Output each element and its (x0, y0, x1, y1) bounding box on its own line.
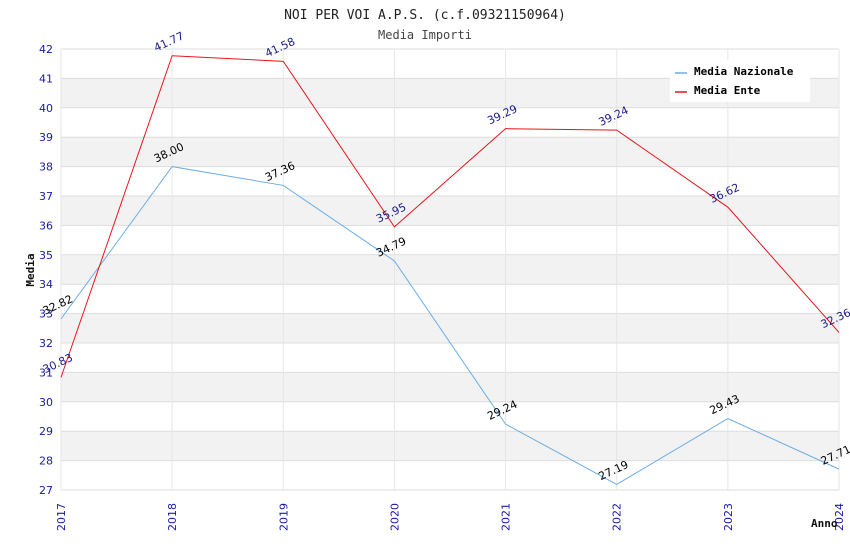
y-axis-label: Media (24, 253, 37, 286)
grid-band (61, 431, 839, 461)
grid-band (61, 137, 839, 167)
y-tick-label: 39 (39, 131, 53, 144)
y-tick-label: 37 (39, 190, 53, 203)
y-tick-label: 31 (39, 366, 53, 379)
y-tick-label: 32 (39, 337, 53, 350)
legend: Media Nazionale Media Ente (670, 60, 810, 102)
x-axis-ticks: 2017 2018 2019 2020 2021 2022 2023 2024 (55, 503, 846, 531)
y-tick-label: 35 (39, 249, 53, 262)
y-tick-label: 38 (39, 161, 53, 174)
chart-title: NOI PER VOI A.P.S. (c.f.09321150964) (284, 8, 566, 23)
x-tick-label: 2022 (611, 503, 624, 531)
series-line-media-ente (60, 55, 840, 378)
y-tick-label: 28 (39, 455, 53, 468)
x-tick-label: 2020 (388, 503, 401, 531)
y-tick-label: 34 (39, 278, 53, 291)
x-tick-label: 2024 (833, 503, 846, 531)
y-tick-label: 41 (39, 72, 53, 85)
y-tick-label: 40 (39, 102, 53, 115)
y-axis-ticks: 27 28 29 30 31 32 33 34 35 36 37 38 39 40 41 42 (39, 43, 53, 497)
grid-band (61, 254, 839, 285)
grid-lines (60, 48, 840, 491)
x-tick-label: 2023 (722, 503, 735, 531)
grid-band (61, 372, 839, 402)
y-tick-label: 27 (39, 484, 53, 497)
series-line-media-nazionale (60, 166, 840, 485)
x-tick-label: 2017 (55, 503, 68, 531)
legend-label-media-ente: Media Ente (694, 84, 761, 97)
y-tick-label: 33 (39, 308, 53, 321)
data-label: 41.77 (152, 29, 186, 54)
y-tick-label: 42 (39, 43, 53, 56)
series-layer (60, 55, 840, 485)
x-tick-label: 2019 (277, 503, 290, 531)
y-tick-label: 29 (39, 425, 53, 438)
y-tick-label: 30 (39, 396, 53, 409)
chart-subtitle: Media Importi (378, 28, 472, 42)
grid-band (61, 196, 839, 226)
legend-box (670, 60, 810, 102)
legend-label-media-nazionale: Media Nazionale (694, 65, 794, 78)
x-axis-label: Anno (811, 517, 838, 530)
y-tick-label: 36 (39, 219, 53, 232)
data-label: 41.58 (263, 35, 297, 60)
grid-band (61, 313, 839, 343)
grid-bands (61, 78, 839, 461)
x-tick-label: 2018 (166, 503, 179, 531)
x-tick-label: 2021 (500, 503, 513, 531)
